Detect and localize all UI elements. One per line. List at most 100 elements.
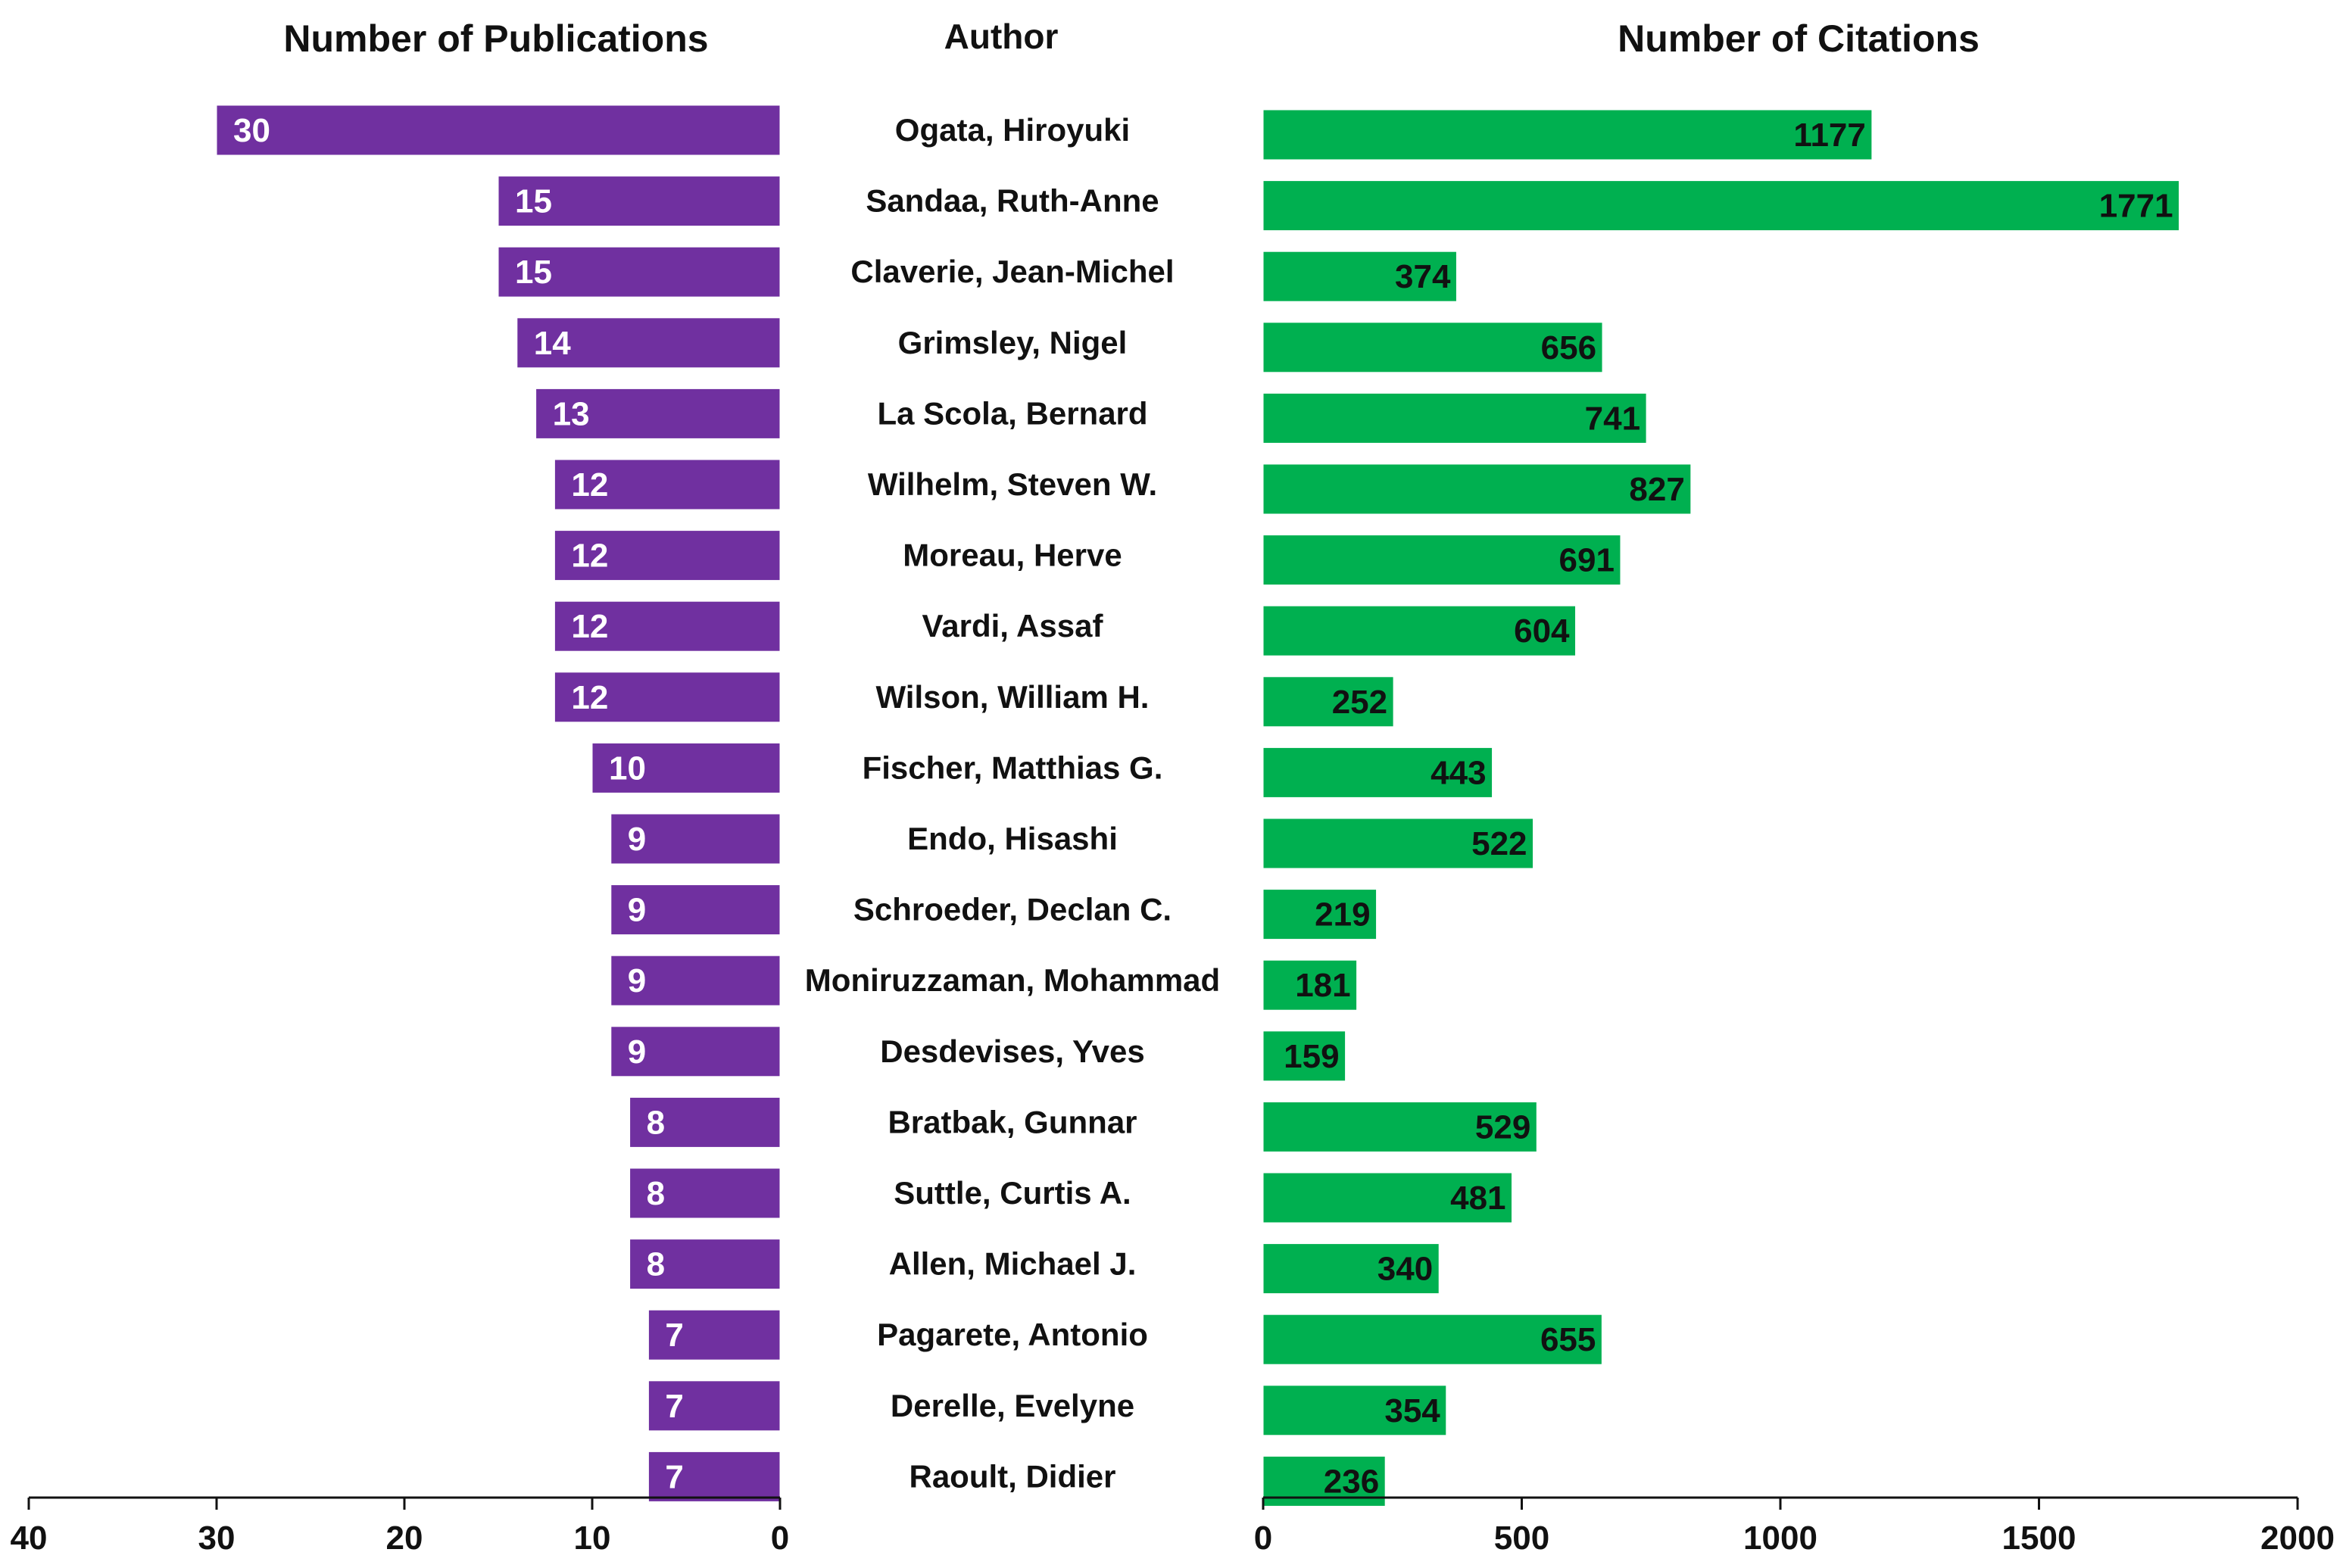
citation-value-label: 522 (1471, 825, 1527, 862)
publication-bar (647, 1451, 781, 1502)
publication-bar (647, 1380, 781, 1432)
citations-tick-label: 2000 (2260, 1520, 2335, 1557)
publication-bar (610, 1026, 781, 1077)
citation-value-label: 1177 (1793, 117, 1865, 154)
publication-value-label: 7 (665, 1388, 683, 1425)
publication-value-label: 8 (647, 1246, 665, 1283)
author-labels: Ogata, Hiroyuki Sandaa, Ruth-Anne Claverie… (805, 112, 1220, 1494)
author-name: Endo, Hisashi (907, 821, 1118, 856)
citation-bar (1262, 1030, 1346, 1082)
publication-value-label: 12 (571, 608, 608, 645)
author-name: Moreau, Herve (903, 538, 1122, 573)
publication-value-label: 13 (553, 395, 590, 432)
publications-tick-label: 0 (771, 1520, 789, 1557)
citations-tick-label: 500 (1494, 1520, 1549, 1557)
citation-bar (1262, 1243, 1440, 1295)
publications-tick-label: 40 (11, 1520, 48, 1557)
author-name: Grimsley, Nigel (898, 325, 1128, 360)
publication-value-label: 7 (665, 1458, 683, 1495)
citation-value-label: 374 (1395, 258, 1451, 295)
publication-value-label: 8 (647, 1175, 665, 1212)
publication-bar (498, 246, 781, 298)
citation-value-label: 691 (1559, 542, 1615, 579)
citation-bar (1262, 959, 1358, 1011)
citation-bar (1262, 322, 1603, 373)
publications-tick-label: 20 (386, 1520, 423, 1557)
publications-axis: 0 10 20 30 40 (11, 1496, 789, 1557)
citation-bar (1262, 109, 1873, 161)
publication-value-label: 9 (628, 962, 646, 999)
citation-value-label: 159 (1284, 1038, 1339, 1075)
publication-value-label: 8 (647, 1104, 665, 1141)
citation-value-label: 481 (1450, 1180, 1505, 1217)
author-name: La Scola, Bernard (877, 395, 1147, 431)
publications-tick-label: 30 (198, 1520, 236, 1557)
author-name: Schroeder, Declan C. (853, 892, 1172, 927)
publication-bar (629, 1167, 781, 1219)
citation-value-label: 181 (1295, 967, 1350, 1004)
publication-value-label: 12 (571, 466, 608, 503)
author-name: Desdevises, Yves (880, 1033, 1145, 1069)
author-name: Allen, Michael J. (889, 1246, 1137, 1282)
publication-bar (647, 1309, 781, 1361)
publication-value-label: 12 (571, 679, 608, 716)
author-name: Moniruzzaman, Mohammad (805, 962, 1220, 998)
publications-tick-label: 10 (574, 1520, 611, 1557)
publication-bar (610, 955, 781, 1006)
publication-value-label: 30 (233, 112, 270, 149)
publication-bar (554, 530, 781, 581)
citation-bar (1262, 392, 1647, 444)
author-name: Wilson, William H. (876, 679, 1150, 715)
author-name: Suttle, Curtis A. (894, 1175, 1131, 1211)
publication-bar (591, 742, 781, 793)
author-header: Author (944, 17, 1059, 56)
publication-bar (216, 104, 781, 156)
citation-value-label: 656 (1541, 329, 1596, 366)
citation-value-label: 529 (1475, 1108, 1530, 1146)
citation-value-label: 741 (1585, 400, 1640, 437)
publication-value-label: 15 (515, 183, 552, 220)
author-name: Sandaa, Ruth-Anne (866, 183, 1159, 219)
citations-tick-label: 1000 (1743, 1520, 1817, 1557)
citations-tick-label: 1500 (2002, 1520, 2076, 1557)
citation-bar (1262, 535, 1621, 586)
author-name: Bratbak, Gunnar (888, 1104, 1137, 1139)
citation-bar (1262, 676, 1394, 728)
citation-bar (1262, 180, 2180, 232)
publication-bar (498, 176, 781, 227)
citations-bars: 1177 1771 374 656 741 827 691 604 252 443 522 219 18… (1262, 109, 2180, 1507)
author-name: Pagarete, Antonio (877, 1317, 1148, 1352)
citation-value-label: 219 (1315, 896, 1370, 934)
publication-value-label: 14 (534, 325, 571, 362)
citation-bar (1262, 1101, 1537, 1152)
citation-value-label: 340 (1377, 1251, 1433, 1288)
citations-header: Number of Citations (1618, 17, 1980, 60)
citation-bar (1262, 818, 1534, 869)
citations-tick-label: 0 (1254, 1520, 1272, 1557)
citation-bar (1262, 605, 1577, 656)
citation-value-label: 354 (1384, 1392, 1440, 1429)
citation-value-label: 443 (1431, 754, 1486, 791)
publication-bar (610, 813, 781, 865)
publication-bar (554, 600, 781, 652)
citation-value-label: 827 (1629, 471, 1684, 508)
citation-value-label: 252 (1332, 684, 1387, 721)
author-name: Vardi, Assaf (922, 608, 1104, 644)
citation-bar (1262, 889, 1377, 940)
author-name: Derelle, Evelyne (891, 1388, 1134, 1423)
citation-value-label: 655 (1540, 1321, 1596, 1358)
citation-bar (1262, 1385, 1447, 1436)
publication-value-label: 10 (609, 750, 646, 787)
publication-bar (535, 388, 781, 439)
citation-bar (1262, 251, 1457, 302)
publication-bar (610, 884, 781, 936)
publication-value-label: 9 (628, 892, 646, 929)
publication-value-label: 12 (571, 538, 608, 575)
author-name: Fischer, Matthias G. (863, 750, 1163, 785)
publication-bar (629, 1239, 781, 1290)
author-name: Claverie, Jean-Michel (850, 254, 1174, 289)
publication-bar (629, 1096, 781, 1148)
citations-axis: 0 500 1000 1500 2000 (1254, 1496, 2335, 1557)
